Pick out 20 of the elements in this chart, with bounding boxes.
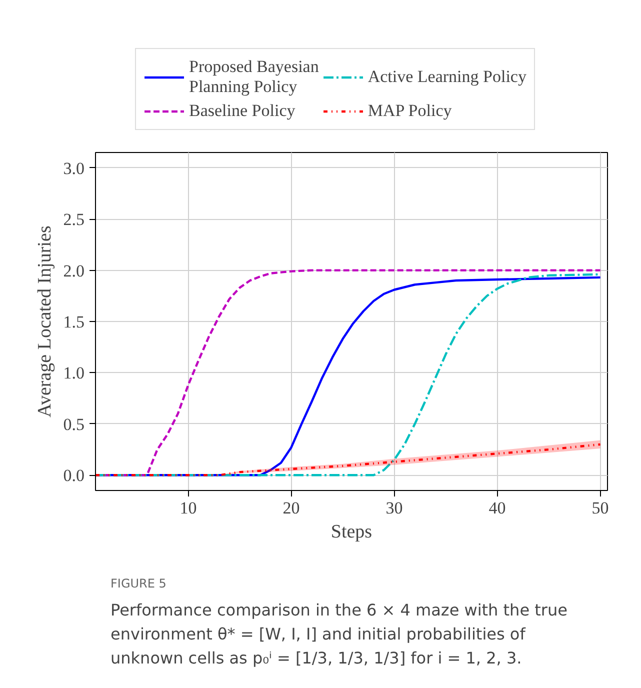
y-axis-title: Average Located Injuries [34, 226, 56, 418]
y-tick-label: 2.5 [63, 210, 84, 230]
x-tick-label: 10 [180, 498, 197, 518]
x-axis-title: Steps [330, 522, 372, 542]
text: Performance comparison in the 6 × 4 maze with the true environment θ* = [W, I, I] and initial probabilities of unknown cells as p₀ⁱ = [1/3, 1/3, 1/3] for i = 1, 2, 3. [110, 600, 568, 668]
x-tick-label: 50 [592, 498, 609, 518]
legend-label: Active Learning Policy [368, 67, 526, 87]
y-tick-label: 3.0 [63, 158, 84, 178]
caption: FIGURE 5 [110, 576, 166, 590]
legend-label: Baseline Policy [189, 101, 296, 121]
legend-label: Proposed Bayesian Planning Policy [189, 57, 319, 97]
legend-label: MAP Policy [368, 101, 452, 121]
y-tick-label: 1.5 [63, 312, 84, 332]
x-tick-label: 30 [386, 498, 403, 518]
y-tick-label: 0.5 [63, 414, 84, 434]
y-tick-label: 2.0 [63, 261, 84, 280]
x-tick-label: 40 [488, 498, 506, 518]
y-tick-label: 0.0 [63, 466, 84, 486]
y-tick-label: 1.0 [63, 364, 84, 383]
x-tick-label: 20 [282, 498, 300, 518]
